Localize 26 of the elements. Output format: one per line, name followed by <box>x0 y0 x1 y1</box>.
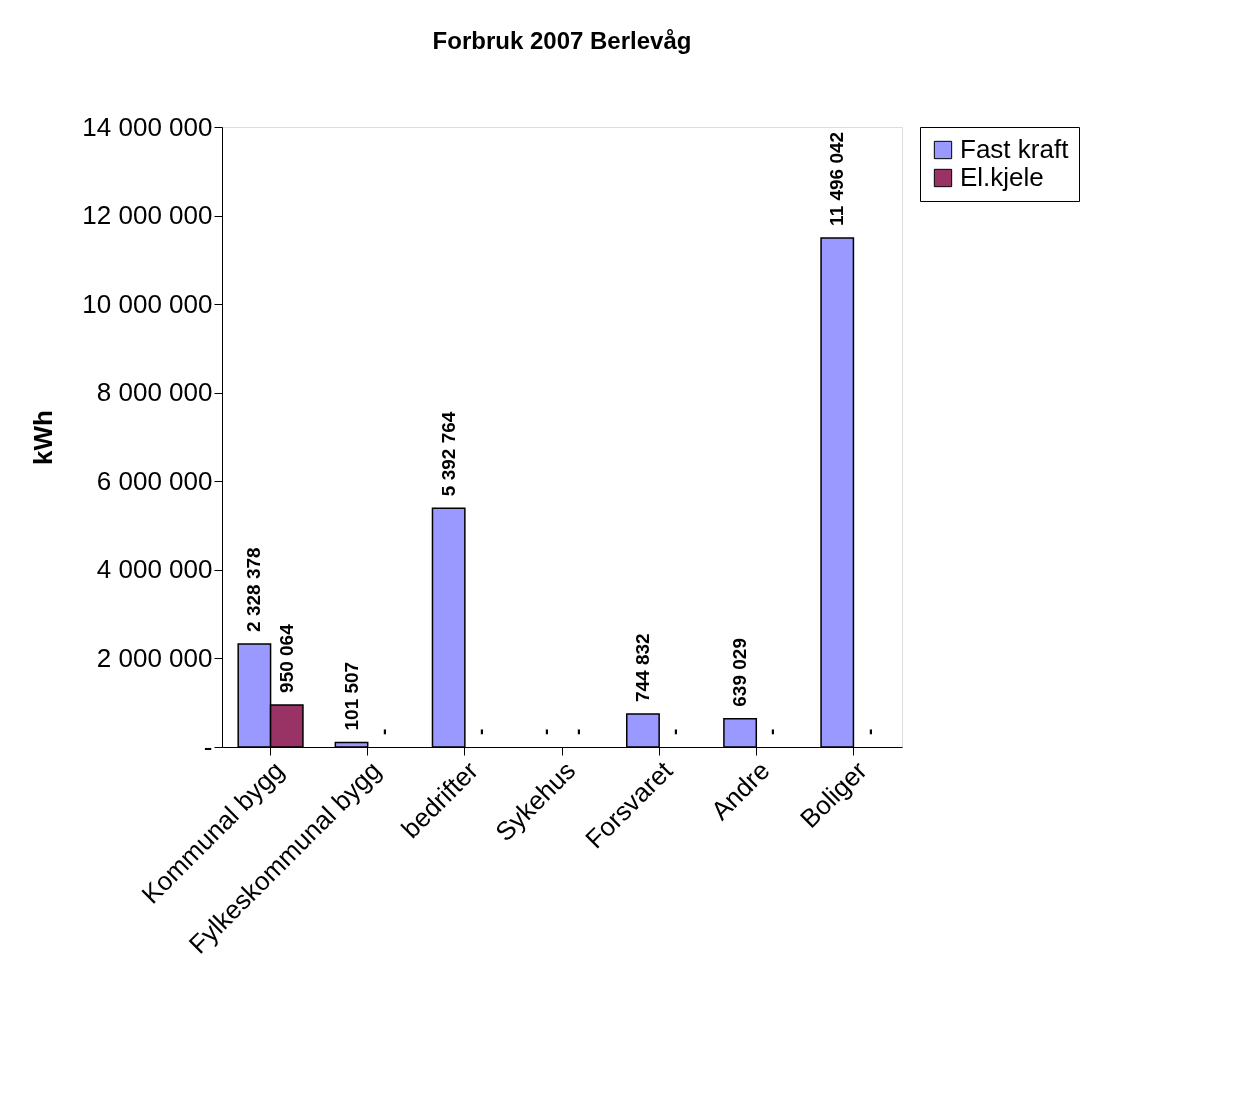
y-tick-label: 14 000 000 <box>82 111 213 142</box>
data-label: - <box>664 728 686 735</box>
data-label: 11 496 042 <box>826 131 848 226</box>
data-label: 639 029 <box>729 638 751 707</box>
y-tick-label: 4 000 000 <box>96 554 213 585</box>
data-label: - <box>858 728 880 735</box>
data-label: 744 832 <box>631 633 653 703</box>
chart-title: Forbruk 2007 Berlevåg <box>432 27 692 54</box>
data-label: 2 328 378 <box>243 547 265 632</box>
data-label: 101 507 <box>340 661 362 731</box>
legend-label: El.kjele <box>960 162 1044 192</box>
y-tick-label: 8 000 000 <box>96 377 213 408</box>
y-tick-label: 12 000 000 <box>82 200 213 231</box>
data-label: 5 392 764 <box>437 411 459 497</box>
y-tick-label: 2 000 000 <box>96 642 213 673</box>
data-label: - <box>567 728 589 735</box>
data-label: - <box>470 728 492 735</box>
data-label: - <box>372 728 394 735</box>
y-axis-title: kWh <box>28 410 59 465</box>
data-label: - <box>534 728 556 735</box>
y-tick-label: 6 000 000 <box>96 465 213 496</box>
y-tick-label: - <box>203 731 213 762</box>
y-tick-label: 10 000 000 <box>82 288 213 319</box>
data-label: 950 064 <box>275 623 297 693</box>
data-label: - <box>761 728 783 735</box>
legend-label: Fast kraft <box>960 134 1070 164</box>
